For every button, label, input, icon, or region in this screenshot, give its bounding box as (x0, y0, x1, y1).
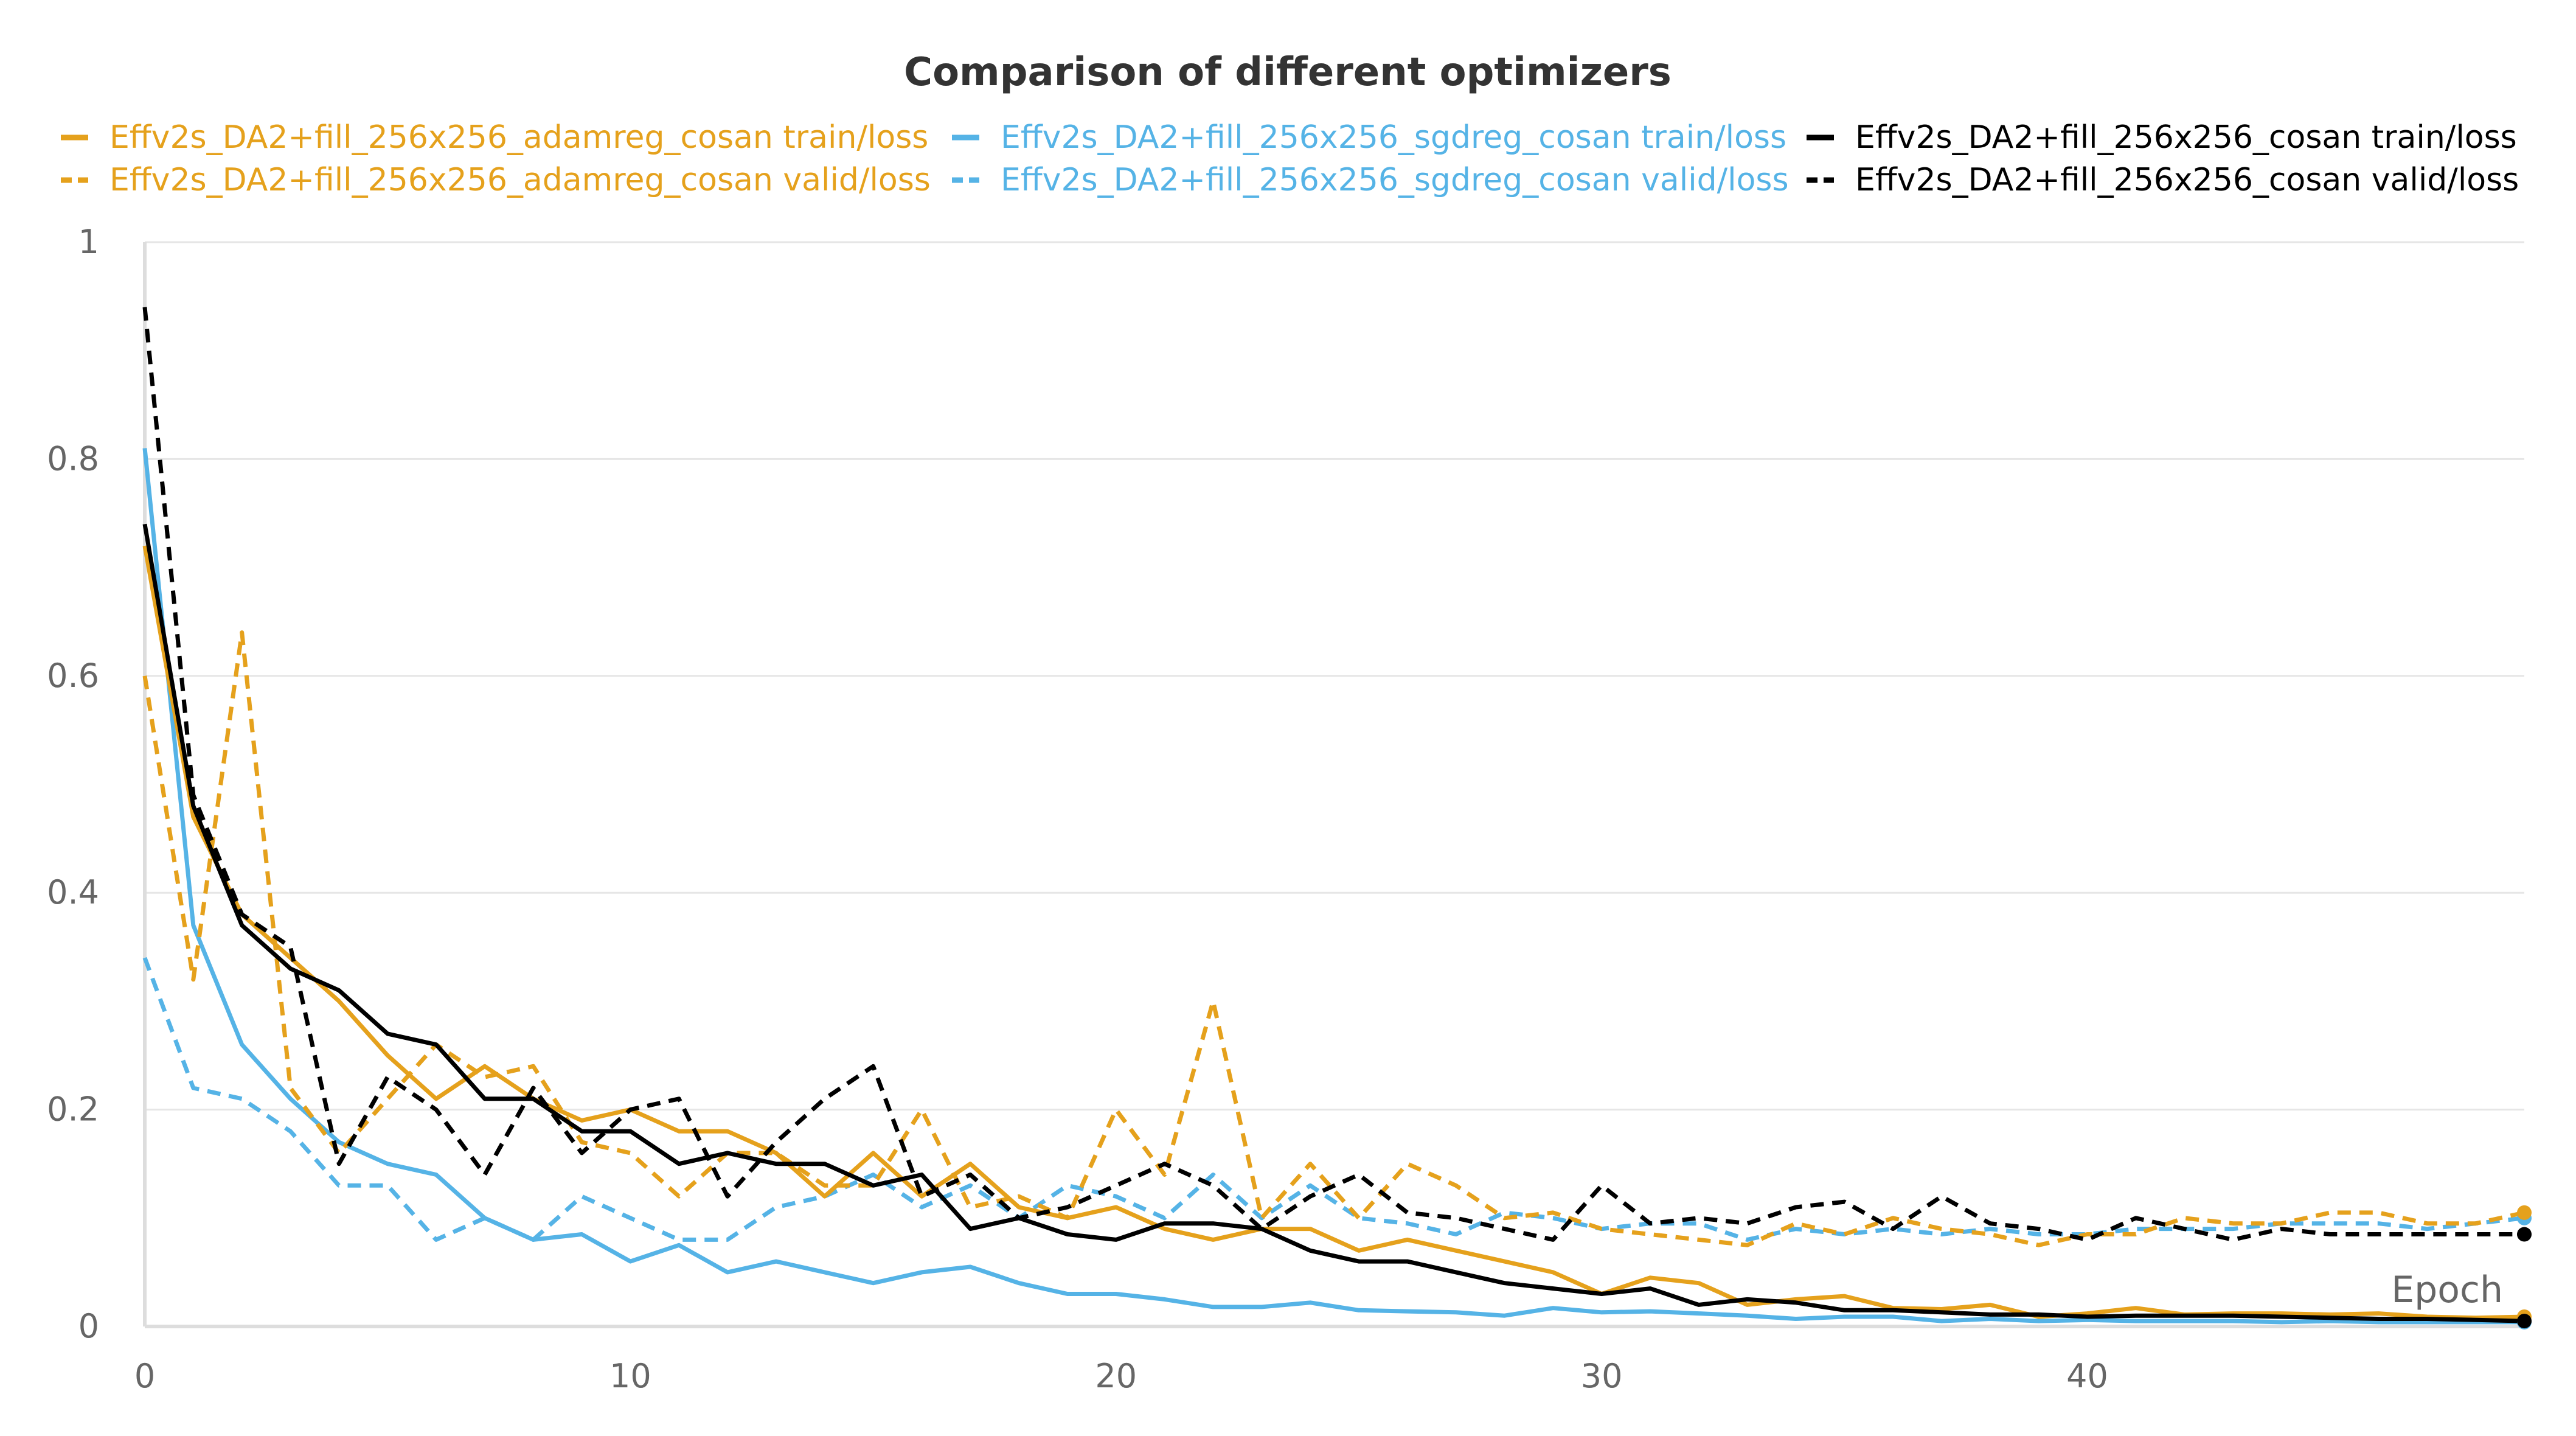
legend-label: Effv2s_DA2+fill_256x256_sgdreg_cosan tra… (1001, 119, 1786, 156)
legend-label: Effv2s_DA2+fill_256x256_cosan valid/loss (1855, 162, 2519, 198)
series-line-4 (142, 523, 2525, 1323)
legend-label: Effv2s_DA2+fill_256x256_adamreg_cosan tr… (109, 119, 928, 156)
legend-label: Effv2s_DA2+fill_256x256_cosan train/loss (1855, 119, 2517, 156)
x-axis-ticks: 0 10 20 30 40 (134, 1357, 2108, 1395)
y-tick-label: 0 (78, 1307, 99, 1345)
y-tick-label: 1 (78, 223, 99, 261)
series-end-point-4 (2517, 1314, 2532, 1329)
chart-title: Comparison of different optimizers (904, 50, 1672, 95)
legend-item-0: Effv2s_DA2+fill_256x256_adamreg_cosan tr… (61, 119, 928, 156)
x-tick-label: 10 (609, 1357, 651, 1395)
axes (143, 242, 2524, 1328)
legend-item-4: Effv2s_DA2+fill_256x256_cosan train/loss (1807, 119, 2517, 156)
legend-label: Effv2s_DA2+fill_256x256_sgdreg_cosan val… (1001, 162, 1789, 198)
legend-item-2: Effv2s_DA2+fill_256x256_sgdreg_cosan tra… (952, 119, 1786, 156)
series-line-1 (142, 630, 2525, 1247)
series-lines (142, 307, 2525, 1325)
y-tick-label: 0.6 (47, 657, 99, 695)
series-line-2 (142, 448, 2524, 1325)
y-axis-ticks: 0 0.2 0.4 0.6 0.8 1 (47, 223, 99, 1345)
series-line-3 (142, 957, 2525, 1242)
series-end-point-5 (2517, 1227, 2532, 1242)
x-axis-title: Epoch (2391, 1269, 2503, 1311)
x-tick-label: 40 (2066, 1357, 2108, 1395)
legend-item-5: Effv2s_DA2+fill_256x256_cosan valid/loss (1807, 162, 2519, 198)
x-tick-label: 20 (1095, 1357, 1137, 1395)
end-markers (2517, 1205, 2532, 1330)
y-tick-label: 0.2 (47, 1090, 99, 1129)
legend: Effv2s_DA2+fill_256x256_adamreg_cosan tr… (61, 119, 2519, 198)
grid (145, 241, 2524, 1111)
y-tick-label: 0.4 (47, 873, 99, 911)
x-tick-label: 0 (134, 1357, 155, 1395)
series-line-5 (142, 307, 2524, 1242)
y-tick-label: 0.8 (47, 439, 99, 478)
legend-item-1: Effv2s_DA2+fill_256x256_adamreg_cosan va… (61, 162, 931, 198)
legend-label: Effv2s_DA2+fill_256x256_adamreg_cosan va… (109, 162, 931, 198)
series-end-point-1 (2517, 1205, 2532, 1220)
legend-item-3: Effv2s_DA2+fill_256x256_sgdreg_cosan val… (952, 162, 1789, 198)
x-tick-label: 30 (1581, 1357, 1623, 1395)
